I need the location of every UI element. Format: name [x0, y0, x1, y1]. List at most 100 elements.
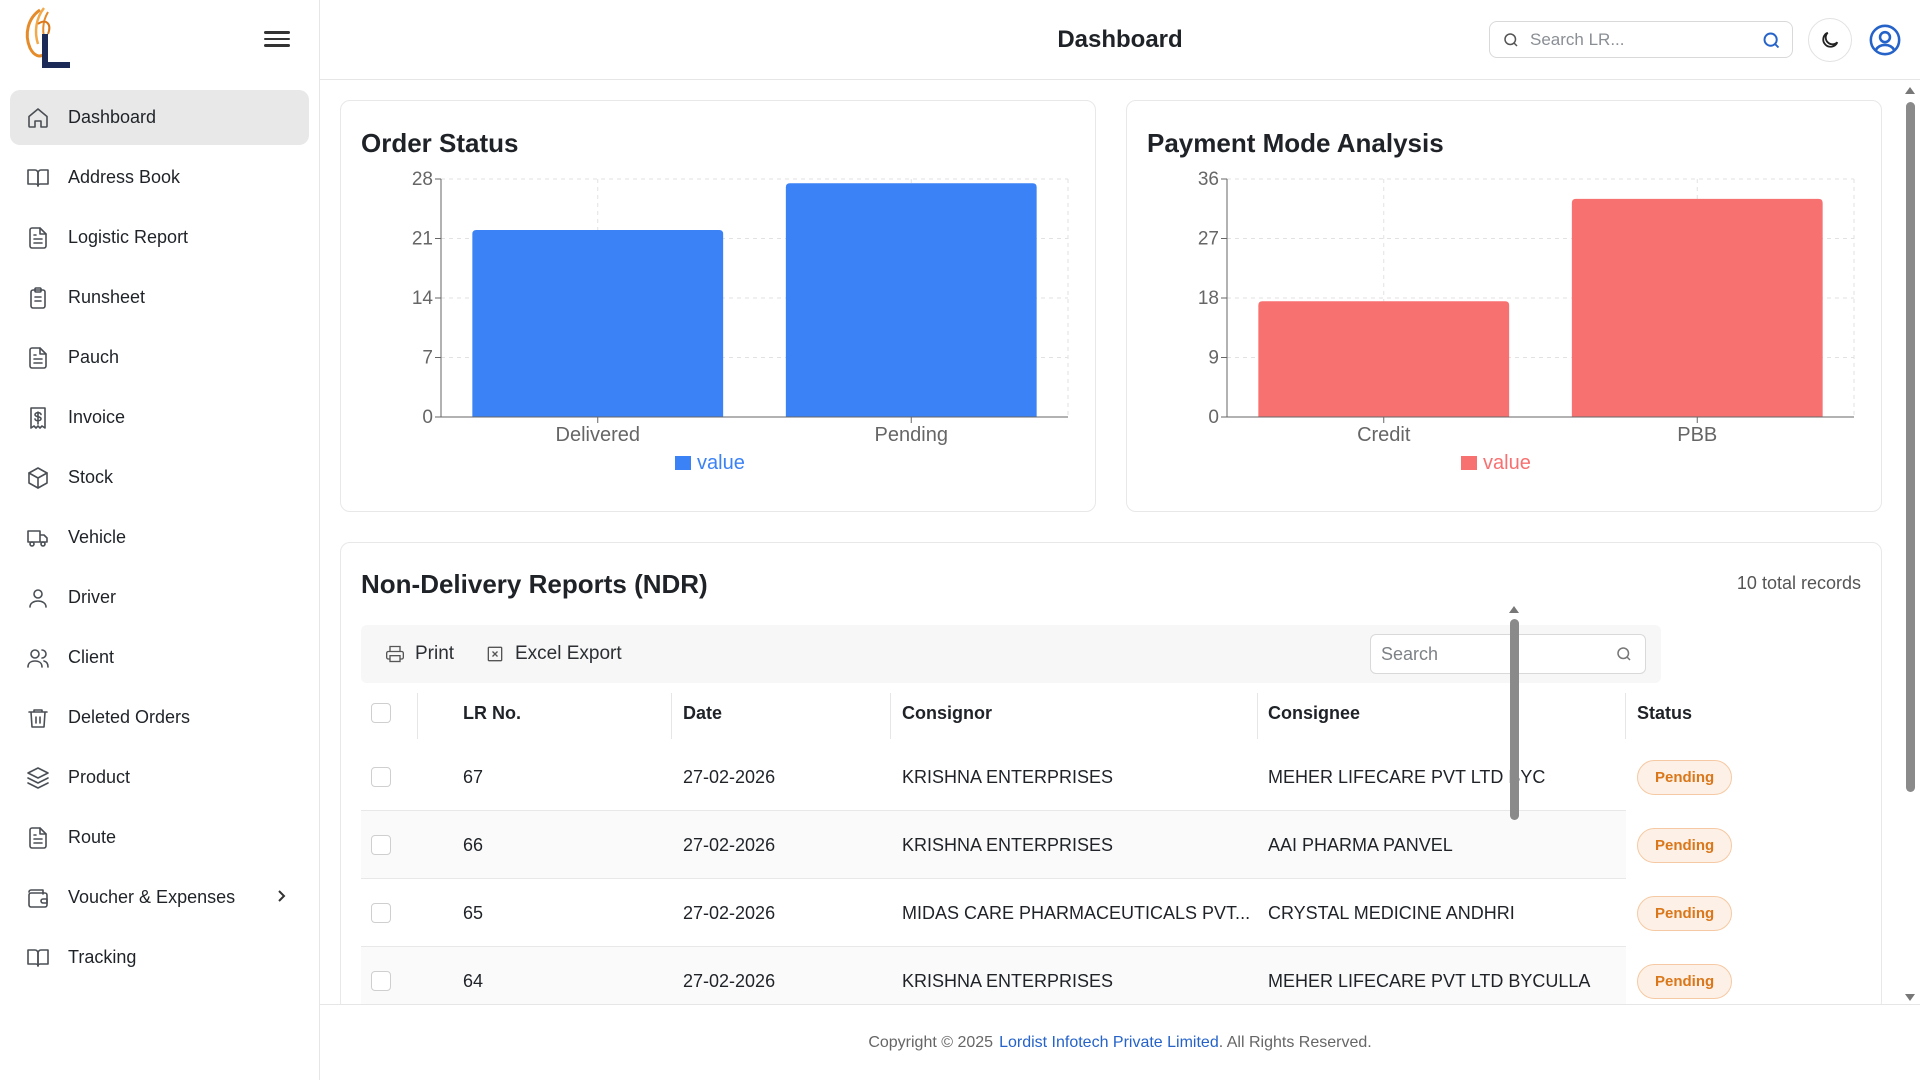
excel-export-button[interactable]: Excel Export — [485, 639, 622, 669]
receipt-dollar-icon — [25, 405, 51, 431]
lr-search-box[interactable] — [1489, 21, 1793, 58]
column-header-consignor[interactable]: Consignor — [902, 702, 992, 723]
bar-delivered — [472, 230, 724, 417]
scroll-down-arrow-icon[interactable] — [1903, 992, 1917, 1004]
sidebar-item-label: Deleted Orders — [68, 707, 191, 727]
hamburger-line — [264, 44, 290, 47]
table-search-input[interactable] — [1381, 643, 1601, 665]
table-scrollbar-thumb[interactable] — [1510, 619, 1519, 820]
table-row[interactable]: 64 27-02-2026 KRISHNA ENTERPRISES MEHER … — [361, 947, 1733, 1011]
ndr-title: Non-Delivery Reports (NDR) — [361, 569, 708, 599]
page-scrollbar-thumb[interactable] — [1906, 102, 1915, 792]
row-select-cell — [371, 879, 391, 947]
sidebar-item-address-book[interactable]: Address Book — [10, 150, 309, 205]
row-checkbox[interactable] — [371, 835, 391, 855]
table-row[interactable]: 67 27-02-2026 KRISHNA ENTERPRISES MEHER … — [361, 743, 1733, 811]
date-cell: 27-02-2026 — [683, 766, 776, 787]
menu-toggle-button[interactable] — [264, 27, 290, 53]
search-icon — [1504, 32, 1518, 47]
sidebar-item-label: Voucher & Expenses — [68, 887, 236, 907]
chevron-right-icon[interactable] — [273, 888, 289, 904]
x-tick-label: Credit — [1357, 424, 1411, 446]
column-header-consignee[interactable]: Consignee — [1268, 702, 1361, 723]
column-header-status[interactable]: Status — [1637, 702, 1693, 723]
column-divider — [890, 693, 891, 739]
table-toolbar: Print Excel Export — [361, 625, 1661, 683]
page-scrollbar[interactable] — [1903, 84, 1917, 1004]
select-all-checkbox[interactable] — [371, 703, 391, 723]
file-text-icon — [25, 225, 51, 251]
layers-icon — [25, 765, 51, 791]
users-icon — [25, 645, 51, 671]
table-scrollbar[interactable] — [1507, 603, 1521, 820]
sidebar-item-product[interactable]: Product — [10, 750, 309, 805]
ndr-card: Non-Delivery Reports (NDR) 10 total reco… — [340, 542, 1882, 1012]
column-divider — [417, 693, 418, 739]
sidebar-item-label: Client — [68, 647, 115, 667]
footer-company-link[interactable]: Lordist Infotech Private Limited — [999, 1033, 1219, 1051]
scroll-up-arrow-icon[interactable] — [1507, 603, 1521, 615]
status-badge: Pending — [1637, 827, 1733, 863]
date-cell: 27-02-2026 — [683, 834, 776, 855]
search-submit-icon[interactable] — [1761, 30, 1782, 51]
sidebar-item-stock[interactable]: Stock — [10, 450, 309, 505]
lr-number-cell: 66 — [463, 834, 484, 855]
sidebar-item-runsheet[interactable]: Runsheet — [10, 270, 309, 325]
y-tick-label: 21 — [412, 229, 433, 250]
table-row[interactable]: 66 27-02-2026 KRISHNA ENTERPRISES AAI PH… — [361, 811, 1733, 879]
printer-icon — [386, 645, 404, 663]
trash-icon — [25, 705, 51, 731]
row-checkbox[interactable] — [371, 971, 391, 991]
lr-search-input[interactable] — [1530, 29, 1750, 50]
print-button[interactable]: Print — [385, 639, 454, 669]
sidebar-item-route[interactable]: Route — [10, 810, 309, 865]
y-tick-label: 27 — [1198, 229, 1219, 250]
row-checkbox[interactable] — [371, 903, 391, 923]
status-cell: Pending — [1637, 743, 1733, 811]
status-badge: Pending — [1637, 895, 1733, 931]
lr-number-cell: 65 — [463, 902, 484, 923]
sidebar-item-client[interactable]: Client — [10, 630, 309, 685]
user-circle-icon — [1869, 24, 1901, 56]
status-badge: Pending — [1637, 759, 1733, 795]
column-header-date[interactable]: Date — [683, 702, 723, 723]
select-all-cell — [371, 683, 391, 743]
table-header: LR No. Date Consignor Consignee Status — [361, 683, 1692, 743]
table-row[interactable]: 65 27-02-2026 MIDAS CARE PHARMACEUTICALS… — [361, 879, 1733, 947]
sidebar-item-label: Tracking — [68, 947, 137, 967]
row-checkbox[interactable] — [371, 767, 391, 787]
x-tick-label: Delivered — [556, 424, 640, 446]
box-icon — [25, 465, 51, 491]
sidebar-item-pauch[interactable]: Pauch — [10, 330, 309, 385]
moon-icon — [1822, 31, 1839, 48]
order-status-chart: 0 7 14 21 28 Delivered Pending value — [412, 169, 1069, 474]
scroll-up-arrow-icon[interactable] — [1903, 84, 1917, 96]
bar-pbb — [1571, 198, 1823, 417]
legend-swatch — [675, 456, 691, 470]
sidebar-item-label: Dashboard — [68, 107, 157, 127]
company-logo[interactable] — [18, 4, 74, 76]
table-search-box[interactable] — [1370, 634, 1646, 674]
user-profile-button[interactable] — [1863, 18, 1907, 62]
legend-label: value — [1483, 452, 1531, 474]
sidebar-header — [0, 0, 319, 80]
sidebar-item-tracking[interactable]: Tracking — [10, 930, 309, 985]
column-header-lr-no[interactable]: LR No. — [463, 702, 521, 723]
sidebar-item-label: Invoice — [68, 407, 126, 427]
sidebar-item-label: Route — [68, 827, 117, 847]
theme-toggle-button[interactable] — [1808, 18, 1852, 62]
ndr-record-count: 10 total records — [1736, 573, 1861, 593]
sidebar-item-dashboard[interactable]: Dashboard — [10, 90, 309, 145]
sidebar-item-voucher-expenses[interactable]: Voucher & Expenses — [10, 870, 309, 925]
sidebar-item-vehicle[interactable]: Vehicle — [10, 510, 309, 565]
sidebar-item-logistic-report[interactable]: Logistic Report — [10, 210, 309, 265]
payment-mode-title: Payment Mode Analysis — [1147, 128, 1444, 158]
lr-number-cell: 64 — [463, 970, 484, 991]
consignor-cell: KRISHNA ENTERPRISES — [902, 766, 1114, 787]
legend-swatch — [1461, 456, 1477, 470]
y-tick-label: 36 — [1198, 169, 1219, 190]
home-icon — [25, 105, 51, 131]
sidebar-item-invoice[interactable]: Invoice — [10, 390, 309, 445]
sidebar-item-driver[interactable]: Driver — [10, 570, 309, 625]
sidebar-item-deleted-orders[interactable]: Deleted Orders — [10, 690, 309, 745]
